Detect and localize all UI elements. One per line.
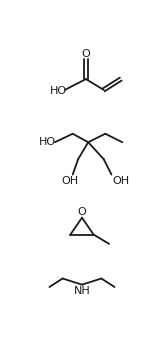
- Text: HO: HO: [49, 86, 67, 95]
- Text: NH: NH: [74, 286, 90, 296]
- Text: HO: HO: [39, 137, 56, 147]
- Text: OH: OH: [62, 176, 79, 186]
- Text: O: O: [78, 207, 86, 217]
- Text: O: O: [81, 49, 90, 59]
- Text: OH: OH: [112, 176, 129, 186]
